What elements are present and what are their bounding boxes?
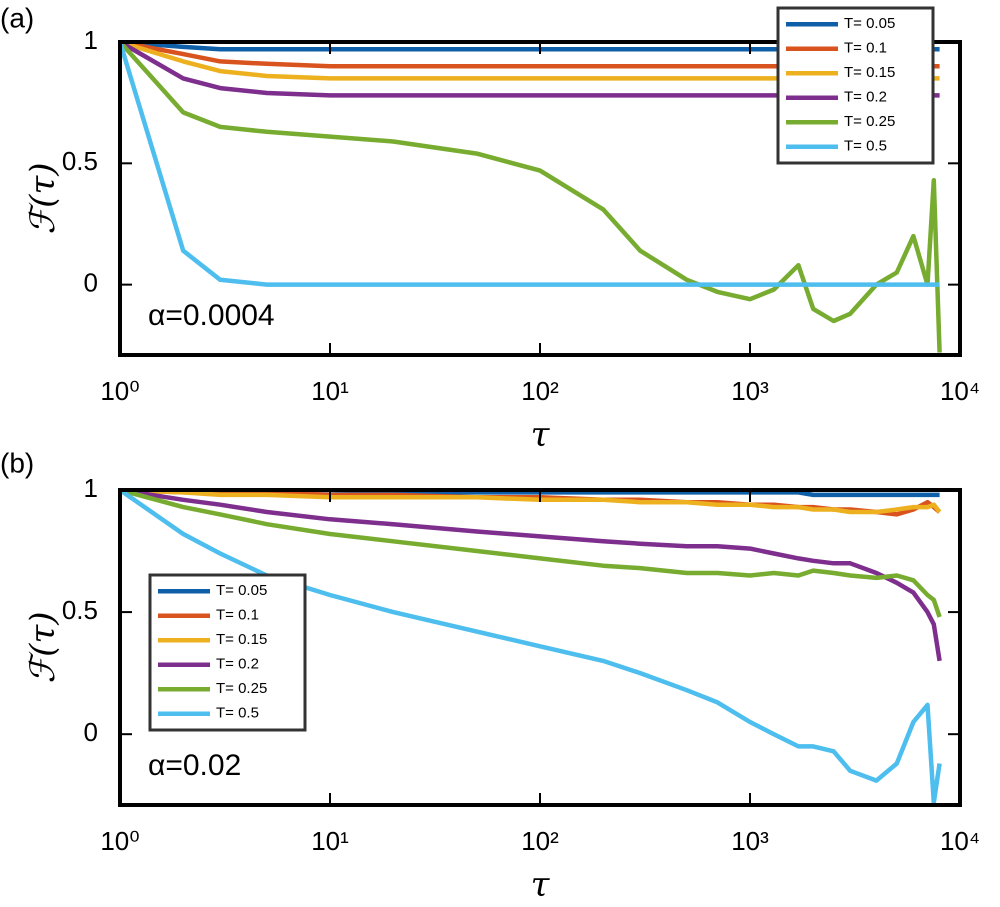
legend-label: T= 0.05 <box>844 15 895 32</box>
panel: (b) 10⁰ 10¹ 10² 10³ 10⁴ 0 0.5 1 τ ℱ(τ) α=0.02 T= 0.0… <box>0 447 980 905</box>
x-tick-label: 10³ <box>731 376 769 406</box>
y-tick-label: 0 <box>84 268 98 298</box>
x-axis-label: τ <box>531 415 551 455</box>
x-tick-label: 10¹ <box>311 376 349 406</box>
x-tick-label: 10² <box>521 376 559 406</box>
legend-label: T= 0.1 <box>216 607 259 624</box>
y-tick-label: 1 <box>84 25 98 55</box>
y-axis-label: ℱ(τ) <box>23 611 63 683</box>
panel: (a) 10⁰ 10¹ 10² 10³ 10⁴ 0 0.5 1 τ ℱ(τ) α=0.0004 T= 0… <box>0 2 980 455</box>
panel-label: (a) <box>0 2 34 33</box>
legend-box <box>776 6 935 165</box>
series-line <box>120 490 942 805</box>
y-tick-label: 0 <box>84 717 98 747</box>
legend: T= 0.05 T= 0.1 T= 0.15 T= 0.2 T= 0.25 T= 0.5 <box>776 6 935 165</box>
y-axis-label: ℱ(τ) <box>23 162 63 234</box>
annotation: α=0.02 <box>148 749 241 782</box>
legend-label: T= 0.2 <box>844 89 887 106</box>
legend-label: T= 0.15 <box>216 631 267 648</box>
series-line <box>120 42 942 353</box>
x-tick-label: 10¹ <box>311 826 349 856</box>
legend-label: T= 0.25 <box>844 113 895 130</box>
series-line <box>120 490 940 498</box>
x-tick-label: 10³ <box>731 826 769 856</box>
legend: T= 0.05 T= 0.1 T= 0.15 T= 0.2 T= 0.25 T= 0.5 <box>148 573 307 732</box>
legend-label: T= 0.5 <box>216 705 259 722</box>
y-tick-label: 0.5 <box>62 595 98 625</box>
series-line <box>120 42 940 287</box>
legend-box <box>148 573 307 732</box>
y-tick-label: 1 <box>84 473 98 503</box>
annotation: α=0.0004 <box>148 299 275 332</box>
x-tick-label: 10² <box>521 826 559 856</box>
x-axis-label: τ <box>531 865 551 905</box>
legend-label: T= 0.25 <box>216 680 267 697</box>
x-tick-label: 10⁴ <box>940 826 980 856</box>
y-tick-label: 0.5 <box>62 146 98 176</box>
legend-label: T= 0.2 <box>216 656 259 673</box>
panel-label: (b) <box>0 447 34 478</box>
legend-label: T= 0.1 <box>844 40 887 57</box>
x-tick-label: 10⁰ <box>100 376 139 406</box>
series-line <box>120 490 942 662</box>
x-tick-label: 10⁴ <box>940 376 980 406</box>
series-line <box>120 490 942 618</box>
legend-label: T= 0.05 <box>216 582 267 599</box>
x-tick-label: 10⁰ <box>100 826 139 856</box>
series-line <box>120 490 942 515</box>
legend-label: T= 0.5 <box>844 138 887 155</box>
legend-label: T= 0.15 <box>844 64 895 81</box>
